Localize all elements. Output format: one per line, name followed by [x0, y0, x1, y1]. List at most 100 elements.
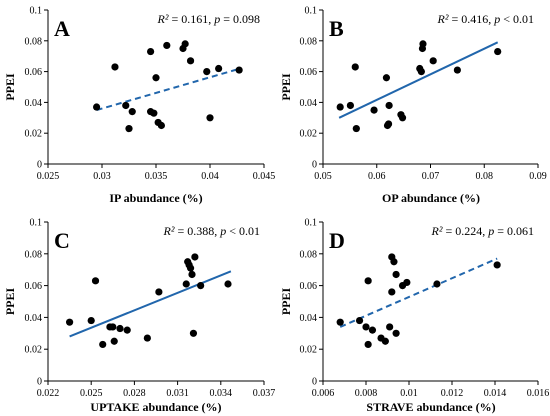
x-tick-label: 0.07 — [422, 171, 440, 182]
x-tick-label: 0.035 — [145, 171, 168, 182]
x-tick-label: 0.014 — [484, 388, 507, 399]
data-point — [186, 264, 195, 272]
stats-annotation: R² = 0.416, p < 0.01 — [437, 12, 535, 26]
data-point — [362, 323, 370, 331]
panel-letter: C — [54, 228, 70, 253]
x-tick-label: 0.022 — [37, 388, 60, 399]
y-axis-title: PPEI — [279, 288, 293, 316]
y-tick-label: 0.02 — [25, 129, 43, 140]
data-point — [66, 318, 74, 326]
regression-line — [69, 270, 232, 338]
stat-stat-r2-value: = 0.224, — [442, 224, 485, 238]
data-point — [398, 114, 407, 122]
y-tick-label: 0.1 — [305, 218, 318, 229]
y-axis-title: PPEI — [279, 73, 293, 101]
data-point — [390, 258, 398, 266]
data-point — [388, 288, 396, 296]
panel-a: 0 0.02 0.04 0.06 0.08 0.1 0.025 0.03 0.035 0.04 0.… — [3, 6, 275, 206]
x-tick-label: 0.06 — [368, 171, 386, 182]
panel-letter: B — [329, 16, 344, 41]
x-tick-label: 0.028 — [123, 388, 146, 399]
data-point — [433, 280, 441, 288]
data-point — [382, 74, 391, 82]
stat-stat-r2-label: R² — [157, 12, 169, 26]
x-tick-label: 0.08 — [476, 171, 494, 182]
y-tick-label: 0 — [37, 160, 42, 171]
panel-letter: D — [329, 228, 345, 253]
data-point — [215, 64, 223, 73]
x-tick-label: 0.037 — [253, 388, 276, 399]
data-point — [385, 101, 393, 110]
y-tick-label: 0.06 — [300, 281, 318, 292]
data-point — [346, 101, 355, 110]
data-point — [355, 316, 364, 325]
x-axis-title: STRAVE abundance (%) — [366, 400, 495, 414]
data-point — [392, 329, 400, 337]
data-point — [386, 323, 394, 331]
stat-stat-r2-label: R² — [437, 12, 449, 26]
y-tick-label: 0.08 — [25, 36, 43, 47]
data-point — [99, 340, 107, 349]
panel-b: 0 0.02 0.04 0.06 0.08 0.1 0.05 0.06 0.07 0.08 0.09… — [279, 6, 547, 206]
data-point — [150, 109, 158, 117]
data-point — [419, 40, 427, 48]
y-tick-label: 0.1 — [30, 6, 43, 17]
stat-stat-p-label: p — [491, 12, 500, 26]
data-point — [147, 47, 155, 56]
data-point — [336, 318, 344, 326]
y-tick-label: 0.06 — [25, 281, 43, 292]
y-tick-label: 0.04 — [300, 98, 318, 109]
data-point — [116, 324, 124, 333]
data-point — [123, 326, 131, 334]
data-point — [493, 261, 501, 269]
data-point — [368, 326, 377, 334]
panel-d: 0 0.02 0.04 0.06 0.08 0.1 0.006 0.008 0.01 0.012 0… — [279, 218, 549, 415]
data-point — [336, 103, 344, 111]
data-point — [191, 253, 199, 261]
data-point — [181, 40, 189, 48]
data-point — [206, 114, 214, 122]
data-point — [224, 280, 232, 288]
data-point — [109, 323, 117, 331]
x-tick-label: 0.04 — [201, 171, 219, 182]
x-tick-label: 0.034 — [210, 388, 233, 399]
y-tick-label: 0.02 — [300, 129, 318, 140]
stat-stat-p-label: p — [485, 224, 494, 238]
data-point — [157, 121, 165, 130]
x-tick-label: 0.006 — [312, 388, 335, 399]
y-tick-label: 0.04 — [25, 98, 43, 109]
x-axis-title: IP abundance (%) — [109, 191, 202, 205]
y-axis-title: PPEI — [3, 288, 17, 316]
stat-stat-p-label: p — [211, 12, 220, 26]
x-tick-label: 0.025 — [37, 171, 60, 182]
data-point — [122, 101, 130, 110]
x-tick-label: 0.016 — [527, 388, 550, 399]
y-tick-label: 0.06 — [25, 67, 43, 78]
data-point — [189, 329, 198, 337]
x-tick-label: 0.012 — [441, 388, 464, 399]
regression-line — [339, 257, 498, 328]
x-axis-title: OP abundance (%) — [382, 191, 480, 205]
data-point — [87, 316, 95, 325]
stat-stat-p-value: = 0.061 — [494, 224, 534, 238]
data-point — [370, 106, 378, 114]
y-tick-label: 0.08 — [300, 249, 318, 260]
stat-stat-r2-label: R² — [163, 224, 175, 238]
data-point — [453, 66, 461, 74]
y-axis-title: PPEI — [3, 73, 17, 101]
data-point — [155, 288, 163, 296]
x-tick-label: 0.03 — [93, 171, 111, 182]
panel-c: 0 0.02 0.04 0.06 0.08 0.1 0.022 0.025 0.028 0.031… — [3, 218, 275, 415]
y-tick-label: 0 — [312, 377, 317, 388]
x-axis-title: UPTAKE abundance (%) — [90, 400, 221, 414]
data-point — [188, 270, 196, 279]
regression-line — [338, 41, 499, 119]
data-point — [235, 66, 243, 74]
stat-stat-r2-value: = 0.388, — [174, 224, 217, 238]
stat-stat-p-value: = 0.098 — [220, 12, 260, 26]
stats-annotation: R² = 0.161, p = 0.098 — [157, 12, 261, 26]
data-point — [93, 103, 101, 111]
stat-stat-p-value: < 0.01 — [226, 224, 260, 238]
data-point — [182, 280, 190, 288]
